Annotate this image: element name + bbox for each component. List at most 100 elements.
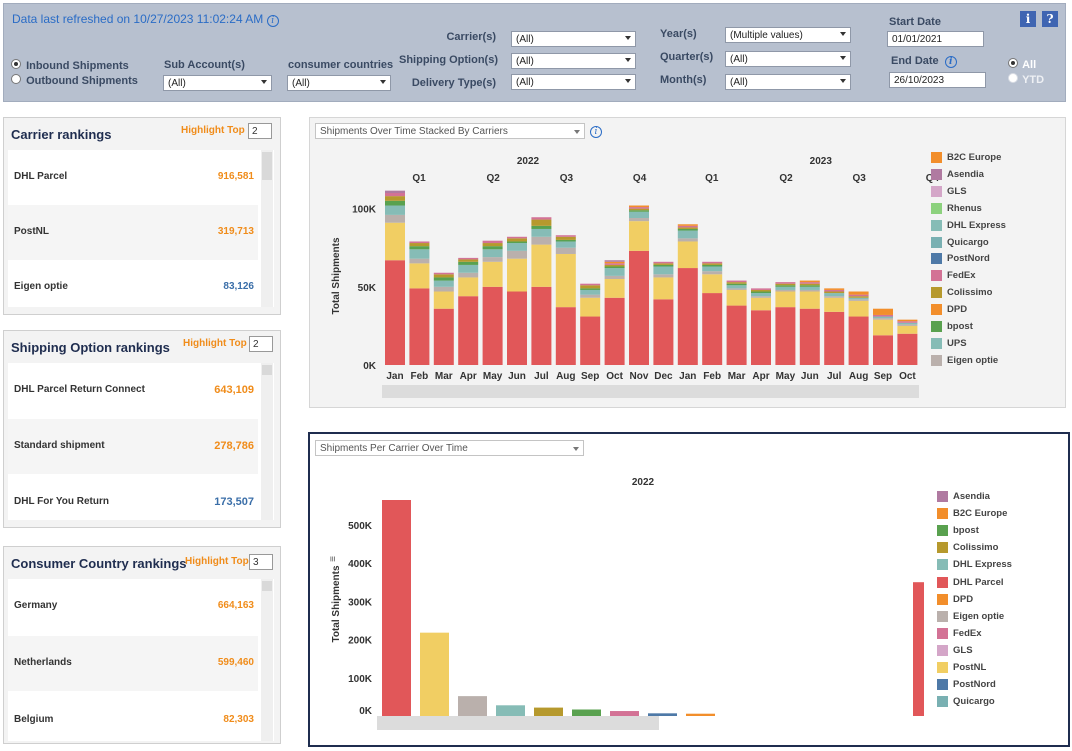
bar-segment	[482, 240, 503, 244]
help-button[interactable]: ?	[1042, 11, 1058, 27]
x-tick-label: May	[483, 371, 503, 382]
bar-segment	[433, 277, 454, 281]
x-tick-label: Sep	[581, 371, 599, 382]
quarter-select[interactable]: (All)	[725, 51, 851, 67]
outbound-radio-row[interactable]: Outbound Shipments	[11, 74, 138, 88]
sub-account-select[interactable]: (All)	[163, 75, 272, 91]
consumer-countries-select[interactable]: (All)	[287, 75, 391, 91]
scrollbar-thumb[interactable]	[262, 581, 272, 591]
highlight-top-input[interactable]: 2	[248, 123, 272, 139]
ranking-value: 278,786	[214, 440, 254, 452]
legend-label: Colissimo	[947, 287, 993, 299]
vertical-scrollbar[interactable]	[261, 150, 273, 307]
scrollbar-thumb[interactable]	[262, 365, 272, 375]
y-tick-label: 300K	[348, 597, 373, 608]
legend-swatch	[937, 542, 948, 554]
inbound-radio-row[interactable]: Inbound Shipments	[11, 59, 138, 73]
start-date-input[interactable]: 01/01/2021	[887, 31, 984, 47]
bar-segment	[751, 293, 771, 297]
bar	[534, 707, 563, 716]
bar-segment	[653, 261, 674, 264]
bar-segment	[409, 249, 430, 259]
bar-segment	[726, 282, 747, 284]
ranking-row[interactable]: Netherlands 599,460	[8, 636, 258, 691]
bar-segment	[873, 335, 893, 365]
all-radio-row[interactable]: All	[1008, 58, 1044, 72]
y-axis-title: Total Shipments	[331, 237, 342, 314]
shipping-option-value: (All)	[516, 56, 534, 67]
bar-segment	[482, 286, 503, 365]
ranking-row[interactable]: Standard shipment 278,786	[8, 419, 258, 474]
bar-segment	[531, 236, 552, 245]
bar-segment	[848, 291, 869, 295]
bar	[382, 500, 411, 716]
x-tick-label: Mar	[728, 371, 746, 382]
legend-label: B2C Europe	[947, 152, 1002, 163]
bar-segment	[751, 289, 771, 292]
shipping-option-label: Shipping Option(s)	[399, 54, 498, 66]
info-button[interactable]: i	[1020, 11, 1036, 27]
all-radio[interactable]	[1008, 58, 1018, 68]
info-icon[interactable]: i	[590, 126, 602, 138]
x-tick-label: Jan	[679, 371, 696, 382]
ranking-row[interactable]: DHL For You Return 173,507	[8, 475, 258, 530]
ranking-row[interactable]: DHL Parcel Return Connect 643,109	[8, 363, 258, 418]
bar-segment	[458, 277, 479, 297]
shipping-option-select[interactable]: (All)	[511, 53, 636, 69]
bar-segment	[726, 280, 747, 283]
legend-swatch	[937, 576, 948, 588]
y-tick-label: 400K	[348, 559, 373, 570]
highlight-top-input[interactable]: 3	[249, 554, 273, 570]
carrier-bar-chart: Total Shipments ≡ 0K 100K 200K 300K 400K 500K 20…	[328, 477, 924, 730]
legend-label: PostNord	[953, 679, 996, 691]
ranking-row[interactable]: Germany 664,163	[8, 579, 258, 634]
legend-label: Quicargo	[947, 236, 989, 248]
ranking-row[interactable]: Eigen optie 83,126	[8, 260, 258, 315]
legend-label: FedEx	[953, 627, 982, 639]
inbound-radio[interactable]	[11, 59, 21, 69]
legend-swatch	[937, 508, 948, 520]
x-tick-label: Nov	[630, 371, 649, 382]
ranking-row[interactable]: PostNL 319,713	[8, 205, 258, 260]
bar-segment	[677, 268, 698, 365]
bar-segment	[653, 266, 674, 275]
ranking-row[interactable]: DHL Parcel 916,581	[8, 150, 258, 205]
carriers-select[interactable]: (All)	[511, 31, 636, 47]
bar-segment	[751, 288, 771, 290]
x-tick-label: Jun	[508, 371, 526, 382]
bar-segment	[409, 243, 430, 247]
highlight-top-input[interactable]: 2	[249, 336, 273, 352]
bar-segment	[555, 239, 576, 242]
ytd-radio-row[interactable]: YTD	[1008, 73, 1044, 87]
end-date-label: End Date i	[891, 55, 957, 68]
ytd-radio[interactable]	[1008, 73, 1018, 83]
month-select[interactable]: (All)	[725, 74, 851, 90]
info-icon[interactable]: i	[266, 15, 279, 27]
outbound-radio[interactable]	[11, 74, 21, 84]
legend-label: Eigen optie	[953, 610, 1005, 622]
year-select[interactable]: (Multiple values)	[725, 27, 851, 43]
chart-type-select[interactable]: Shipments Over Time Stacked By Carriers	[315, 123, 585, 139]
carrier-legend: Asendia B2C Europe bpost Colissimo DHL Expre…	[937, 491, 1065, 721]
vertical-scrollbar[interactable]	[261, 579, 273, 741]
bar-segment	[848, 300, 869, 317]
quarter-label: Q3	[560, 173, 574, 184]
bar-segment	[702, 263, 723, 265]
filter-bar: Data last refreshed on 10/27/2023 11:02:…	[3, 3, 1066, 102]
chart-type-select[interactable]: Shipments Per Carrier Over Time	[315, 440, 584, 456]
bar-segment	[653, 299, 674, 365]
consumer-countries-value: (All)	[292, 78, 310, 89]
sub-account-value: (All)	[168, 78, 186, 89]
end-date-input[interactable]: 26/10/2023	[889, 72, 986, 88]
legend-label: DHL Express	[947, 219, 1006, 231]
outbound-label: Outbound Shipments	[26, 75, 138, 87]
legend-label: GLS	[947, 185, 967, 197]
bar	[913, 582, 924, 716]
ranking-row[interactable]: Belgium 82,303	[8, 693, 258, 748]
info-icon[interactable]: i	[944, 56, 957, 68]
bar-segment	[653, 274, 674, 278]
vertical-scrollbar[interactable]	[261, 363, 273, 520]
delivery-type-select[interactable]: (All)	[511, 74, 636, 90]
legend-swatch	[937, 559, 948, 571]
scrollbar-thumb[interactable]	[262, 152, 272, 180]
